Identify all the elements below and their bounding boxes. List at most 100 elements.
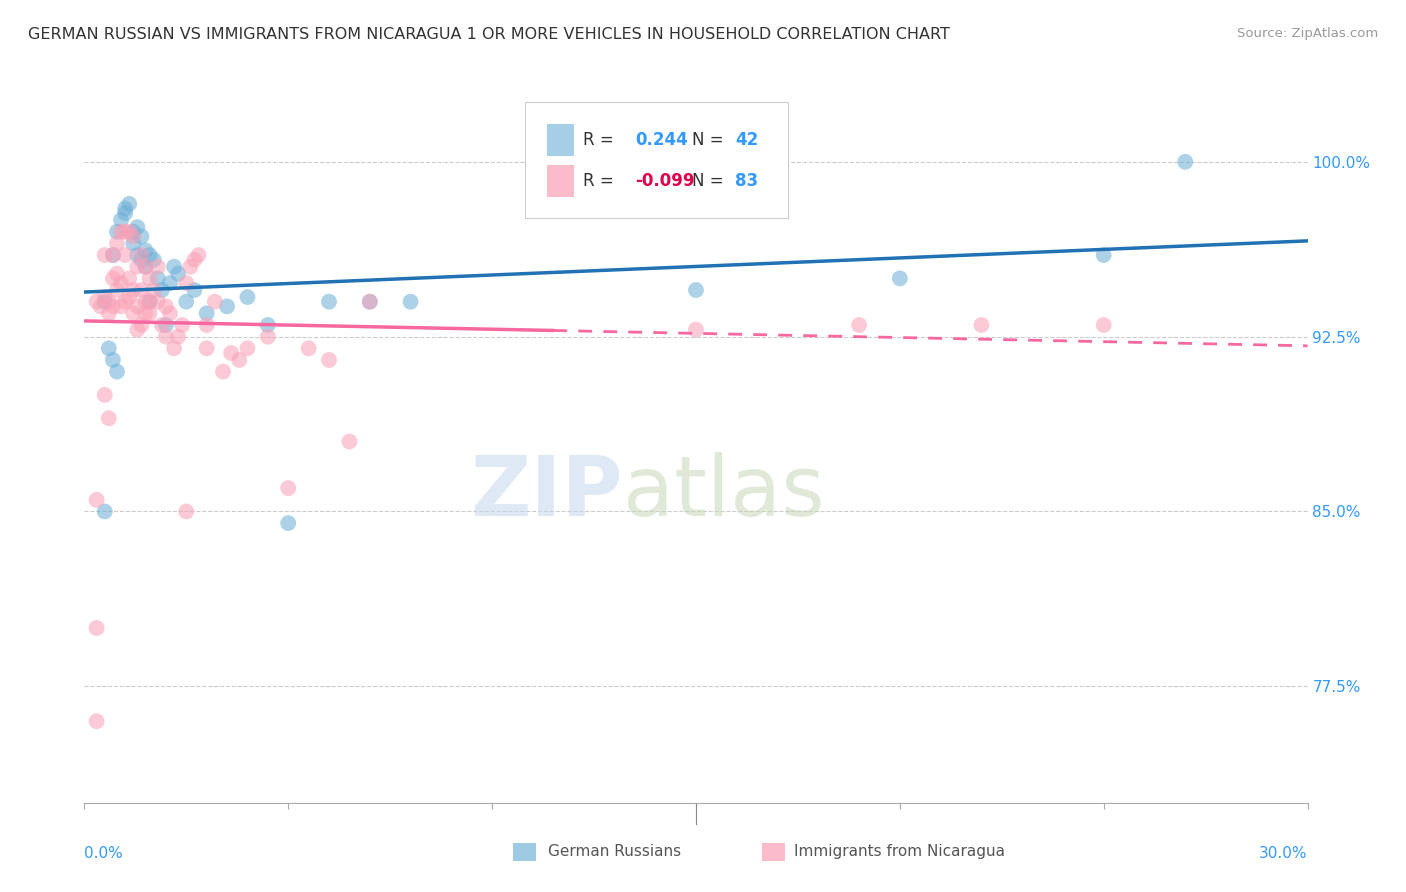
Text: Source: ZipAtlas.com: Source: ZipAtlas.com (1237, 27, 1378, 40)
Point (114, 225, 136, 239)
Point (212, 365, 235, 379)
Text: -0.099: -0.099 (636, 172, 695, 190)
Text: 0.244: 0.244 (636, 130, 688, 149)
Point (183, 283, 205, 297)
Point (155, 299, 177, 313)
Point (163, 341, 186, 355)
Point (131, 318, 153, 332)
Text: atlas: atlas (623, 451, 824, 533)
Point (195, 306, 218, 320)
Point (105, 283, 128, 297)
Point (174, 504, 197, 518)
Point (150, 318, 173, 332)
Point (399, 294, 422, 309)
Point (86, 492, 108, 507)
Point (135, 260, 157, 274)
Point (101, 271, 124, 285)
Point (135, 260, 157, 274)
Point (118, 225, 141, 239)
Point (90, 299, 112, 313)
Point (359, 294, 381, 309)
Point (228, 353, 250, 368)
Point (93, 248, 115, 262)
Text: 30.0%: 30.0% (1260, 847, 1308, 861)
Point (131, 248, 153, 262)
Point (138, 271, 160, 285)
FancyBboxPatch shape (547, 165, 574, 197)
Point (174, 294, 197, 309)
Point (146, 260, 169, 274)
Point (138, 294, 160, 309)
Point (93, 294, 115, 309)
Point (135, 244, 157, 258)
Point (138, 248, 160, 262)
Point (114, 248, 136, 262)
Point (163, 260, 186, 274)
Point (110, 299, 132, 313)
Point (127, 260, 149, 274)
FancyBboxPatch shape (524, 102, 787, 218)
Point (97, 306, 120, 320)
Point (146, 294, 169, 309)
Point (131, 283, 153, 297)
Point (167, 267, 190, 281)
Point (131, 229, 153, 244)
Point (127, 220, 149, 235)
Point (105, 267, 128, 281)
Point (118, 196, 141, 211)
Point (146, 271, 169, 285)
Point (114, 202, 136, 216)
Text: R =: R = (583, 172, 620, 190)
Point (183, 252, 205, 267)
Text: Immigrants from Nicaragua: Immigrants from Nicaragua (794, 845, 1005, 859)
Text: N =: N = (692, 130, 730, 149)
Point (142, 252, 165, 267)
Point (127, 323, 149, 337)
Point (105, 236, 128, 251)
Point (155, 329, 177, 343)
Point (93, 388, 115, 402)
Text: German Russians: German Russians (548, 845, 682, 859)
Text: 42: 42 (735, 130, 758, 149)
Point (236, 341, 259, 355)
Point (105, 365, 128, 379)
Point (122, 225, 145, 239)
Point (110, 276, 132, 290)
Y-axis label: 1 or more Vehicles in Household: 1 or more Vehicles in Household (0, 318, 7, 566)
Point (122, 229, 145, 244)
Point (257, 329, 280, 343)
Point (155, 318, 177, 332)
Point (101, 248, 124, 262)
Point (1174, 154, 1197, 169)
Point (277, 516, 299, 530)
Point (339, 434, 361, 449)
Point (685, 283, 707, 297)
Point (97, 341, 120, 355)
Point (195, 318, 218, 332)
Point (127, 299, 149, 313)
Point (179, 260, 201, 274)
Point (298, 341, 321, 355)
Point (97, 294, 120, 309)
Text: 0.0%: 0.0% (84, 847, 124, 861)
Point (257, 318, 280, 332)
Point (110, 225, 132, 239)
Point (131, 252, 153, 267)
Point (138, 294, 160, 309)
Point (150, 283, 173, 297)
Point (970, 318, 993, 332)
Point (105, 225, 128, 239)
Point (101, 248, 124, 262)
Point (142, 283, 165, 297)
Point (159, 276, 181, 290)
Point (172, 318, 194, 332)
FancyBboxPatch shape (547, 124, 574, 156)
Point (318, 294, 340, 309)
Point (1092, 318, 1115, 332)
Point (97, 411, 120, 425)
Point (174, 276, 197, 290)
Point (118, 290, 141, 304)
Point (217, 299, 239, 313)
Point (122, 283, 145, 297)
Point (110, 213, 132, 227)
